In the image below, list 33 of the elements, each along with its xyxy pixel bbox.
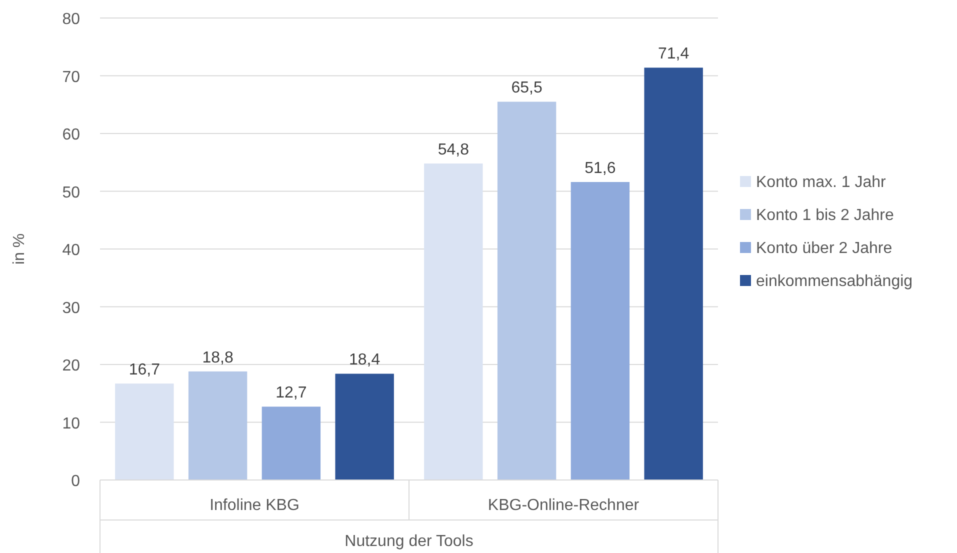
data-label: 65,5 <box>511 80 542 97</box>
x-tick-label: KBG-Online-Rechner <box>488 497 640 514</box>
bar <box>335 374 394 480</box>
legend-label: einkommensabhängig <box>756 273 913 290</box>
bar <box>644 68 703 480</box>
y-tick-label: 40 <box>62 242 80 259</box>
bar <box>262 406 321 480</box>
y-tick-label: 50 <box>62 184 80 202</box>
bar <box>115 384 174 480</box>
y-tick-label: 0 <box>71 473 80 490</box>
y-tick-label: 30 <box>62 300 80 317</box>
data-label: 16,7 <box>128 362 160 379</box>
data-label: 18,8 <box>202 349 234 366</box>
legend-label: Konto über 2 Jahre <box>756 240 892 257</box>
y-tick-label: 20 <box>62 358 80 374</box>
data-label: 71,4 <box>658 46 690 63</box>
bar <box>424 164 483 480</box>
data-label: 12,7 <box>276 384 307 402</box>
bar <box>188 371 248 480</box>
bar <box>570 182 630 480</box>
legend-label: Konto max. 1 Jahr <box>756 174 887 191</box>
y-tick-label: 80 <box>62 11 80 28</box>
y-tick-label: 10 <box>62 415 80 432</box>
x-tick-label: Infoline KBG <box>210 497 300 514</box>
bar <box>497 102 556 480</box>
x-axis-title: Nutzung der Tools <box>344 533 474 550</box>
data-label: 54,8 <box>438 142 470 159</box>
y-tick-label: 60 <box>62 126 80 144</box>
y-axis-title: in % <box>11 233 28 265</box>
y-tick-label: 70 <box>62 68 80 86</box>
legend-label: Konto 1 bis 2 Jahre <box>756 207 894 224</box>
data-label: 18,4 <box>349 352 380 369</box>
data-label: 51,6 <box>584 160 616 178</box>
